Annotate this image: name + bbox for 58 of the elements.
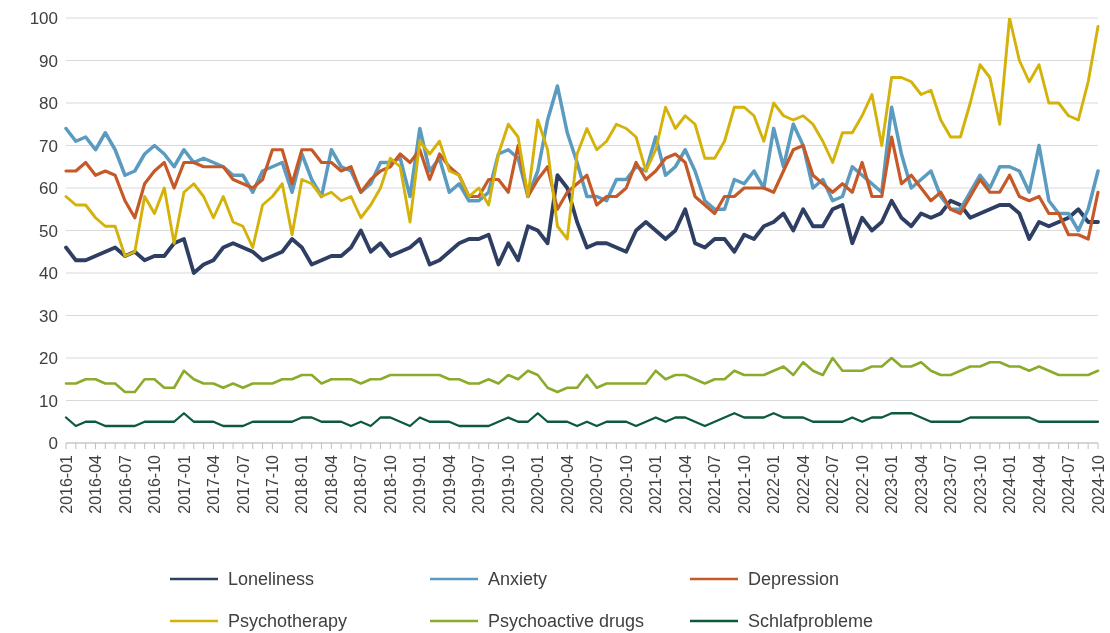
x-tick-label: 2020-07 [588,454,606,514]
y-tick-label: 40 [39,264,58,284]
x-tick-label: 2018-04 [322,454,340,514]
x-tick-label: 2020-01 [529,454,547,514]
line-series [64,135,1100,241]
x-tick-label: 2023-01 [883,454,901,514]
line-series [64,356,1100,394]
x-tick-label: 2016-04 [87,454,105,514]
line-series [64,412,1100,428]
x-tick-label: 2018-01 [293,454,311,514]
x-tick-label: 2020-04 [558,454,576,514]
x-tick-label: 2019-10 [499,454,517,514]
x-tick-label: 2022-10 [853,454,871,514]
y-tick-label: 90 [39,51,58,71]
y-tick-label: 10 [39,391,58,411]
x-tick-label: 2022-07 [824,454,842,514]
x-tick-label: 2020-10 [617,454,635,514]
x-tick-label: 2017-04 [205,454,223,514]
x-tick-label: 2018-10 [381,454,399,514]
x-tick-label: 2024-01 [1001,454,1019,514]
x-tick-label: 2017-07 [234,454,252,514]
x-tick-label: 2021-07 [706,454,724,514]
y-tick-label: 30 [39,306,58,326]
y-tick-label: 100 [29,9,58,29]
x-tick-label: 2019-07 [470,454,488,514]
x-tick-label: 2016-01 [57,454,75,514]
x-tick-label: 2016-10 [146,454,164,514]
x-tick-label: 2022-01 [765,454,783,514]
x-tick-label: 2016-07 [116,454,134,514]
legend-label: Anxiety [488,568,548,590]
legend-label: Schlafprobleme [748,610,874,632]
x-tick-label: 2023-07 [942,454,960,514]
x-tick-label: 2022-04 [794,454,812,514]
x-tick-label: 2023-04 [912,454,930,514]
legend-label: Depression [748,568,840,590]
y-tick-label: 0 [48,434,58,454]
x-tick-label: 2021-10 [735,454,753,514]
x-tick-label: 2017-01 [175,454,193,514]
y-tick-label: 80 [39,94,58,114]
x-tick-label: 2019-01 [411,454,429,514]
line-series [64,18,1100,258]
x-tick-label: 2024-10 [1089,454,1107,514]
x-tick-label: 2024-07 [1060,454,1078,514]
x-tick-label: 2021-04 [676,454,694,514]
y-tick-label: 60 [39,179,58,199]
x-tick-label: 2024-04 [1030,454,1048,514]
x-tick-label: 2019-04 [440,454,458,514]
x-tick-label: 2017-10 [264,454,281,514]
x-tick-label: 2023-10 [971,454,989,514]
y-tick-label: 70 [39,136,58,156]
legend-label: Psychotherapy [228,610,348,632]
line-series [64,173,1100,275]
x-tick-label: 2018-07 [352,454,370,514]
x-tick-label: 2021-01 [647,454,665,514]
legend-label: Loneliness [228,568,315,590]
y-tick-label: 20 [39,349,58,369]
legend-label: Psychoactive drugs [488,610,645,632]
y-tick-label: 50 [39,221,58,241]
